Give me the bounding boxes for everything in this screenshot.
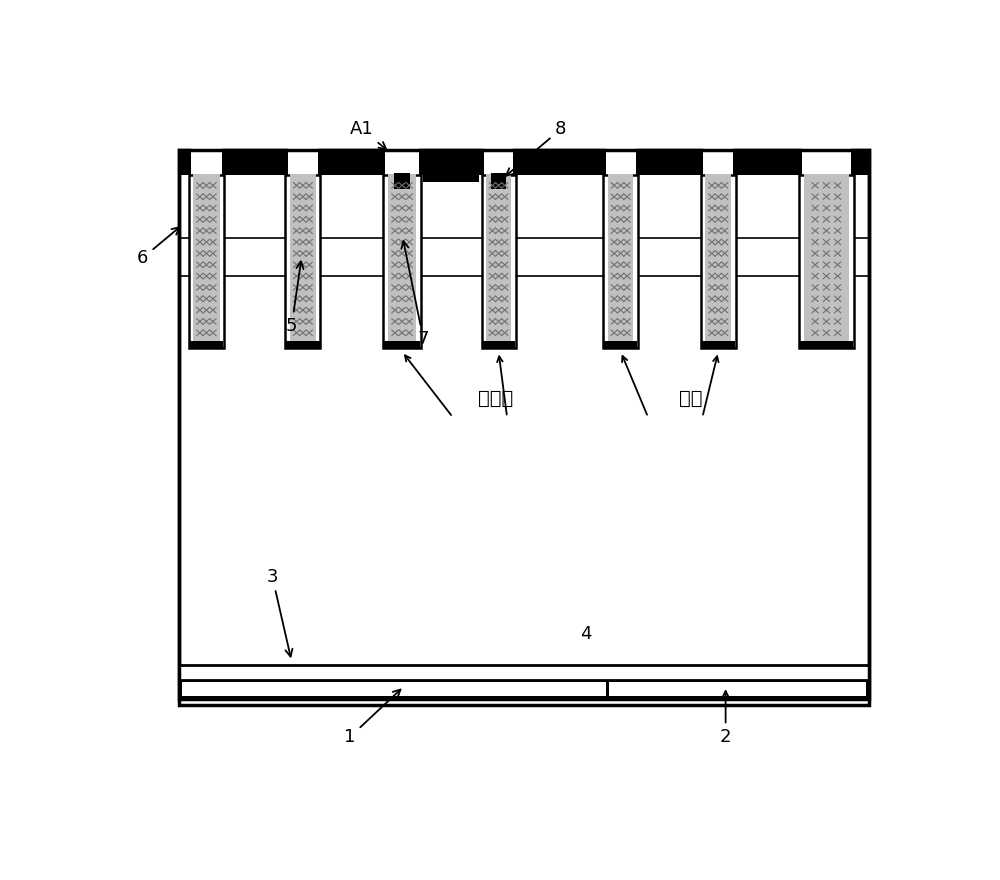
Bar <box>189 175 224 348</box>
Bar <box>491 173 506 189</box>
Bar <box>799 175 854 348</box>
Bar <box>609 682 866 696</box>
Bar <box>383 175 421 348</box>
Bar <box>385 148 419 175</box>
Text: 6: 6 <box>137 227 179 267</box>
Bar <box>384 341 420 348</box>
Bar <box>484 148 513 175</box>
Text: 2: 2 <box>720 691 731 746</box>
Bar <box>800 341 853 348</box>
Text: 3: 3 <box>266 568 292 656</box>
Bar <box>705 174 731 344</box>
Bar <box>179 150 869 699</box>
Bar <box>603 175 638 348</box>
Text: 5: 5 <box>286 261 304 334</box>
Text: 8: 8 <box>506 121 566 176</box>
Bar <box>423 173 479 182</box>
Bar <box>191 148 222 175</box>
Text: 1: 1 <box>344 690 400 746</box>
Bar <box>189 341 223 348</box>
Bar <box>482 175 516 348</box>
Bar <box>179 679 869 699</box>
Text: 4: 4 <box>580 625 592 643</box>
Bar <box>182 682 606 696</box>
Bar <box>486 174 511 344</box>
Bar <box>179 150 869 175</box>
Bar <box>193 174 220 344</box>
Bar <box>179 664 869 679</box>
Bar <box>606 148 636 175</box>
Bar <box>179 150 869 705</box>
Text: A1: A1 <box>350 121 386 150</box>
Bar <box>703 148 733 175</box>
Text: 7: 7 <box>401 241 429 348</box>
Bar <box>604 341 637 348</box>
Bar <box>394 173 410 189</box>
Bar <box>701 175 736 348</box>
Bar <box>702 341 735 348</box>
Bar <box>608 174 633 344</box>
Text: 假栏: 假栏 <box>679 389 702 407</box>
Bar <box>286 341 320 348</box>
Bar <box>290 174 316 344</box>
Bar <box>288 148 318 175</box>
Bar <box>802 148 851 175</box>
Bar <box>804 174 849 344</box>
Bar <box>285 175 320 348</box>
Text: 沟槽栏: 沟槽栏 <box>478 389 513 407</box>
Bar <box>388 174 416 344</box>
Bar <box>482 341 515 348</box>
